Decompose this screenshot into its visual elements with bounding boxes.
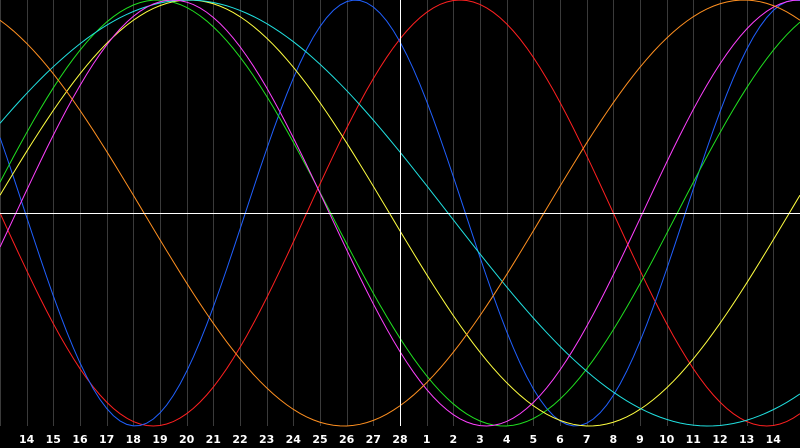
x-tick-label: 13 bbox=[739, 433, 754, 446]
x-tick-label: 23 bbox=[259, 433, 274, 446]
x-tick-label: 10 bbox=[659, 433, 675, 446]
x-tick-labels: 14 15 16 17 18 19 20 21 22 23 24 25 26 27 28 1 2 3 4 5 6 7 8 9 1… bbox=[19, 433, 781, 446]
x-tick-label: 19 bbox=[152, 433, 167, 446]
x-tick-label: 22 bbox=[232, 433, 247, 446]
x-tick-label: 25 bbox=[312, 433, 327, 446]
x-tick-label: 18 bbox=[126, 433, 141, 446]
x-tick-label: 26 bbox=[339, 433, 355, 446]
x-tick-label: 1 bbox=[423, 433, 431, 446]
x-tick-label: 20 bbox=[179, 433, 195, 446]
x-tick-label: 27 bbox=[366, 433, 381, 446]
x-tick-label: 15 bbox=[46, 433, 61, 446]
x-tick-label: 21 bbox=[206, 433, 221, 446]
x-tick-label: 16 bbox=[72, 433, 88, 446]
x-tick-label: 14 bbox=[19, 433, 35, 446]
x-tick-label: 28 bbox=[392, 433, 407, 446]
x-tick-label: 3 bbox=[476, 433, 484, 446]
x-tick-label: 11 bbox=[686, 433, 701, 446]
x-tick-label: 12 bbox=[712, 433, 727, 446]
x-tick-label: 6 bbox=[556, 433, 564, 446]
x-tick-label: 5 bbox=[529, 433, 537, 446]
crosshair-axes bbox=[0, 0, 800, 426]
x-tick-label: 2 bbox=[449, 433, 457, 446]
x-tick-label: 9 bbox=[636, 433, 644, 446]
x-tick-label: 24 bbox=[286, 433, 302, 446]
x-tick-label: 7 bbox=[583, 433, 591, 446]
x-tick-label: 17 bbox=[99, 433, 114, 446]
x-tick-label: 14 bbox=[766, 433, 782, 446]
x-tick-label: 8 bbox=[609, 433, 617, 446]
x-tick-label: 4 bbox=[503, 433, 511, 446]
